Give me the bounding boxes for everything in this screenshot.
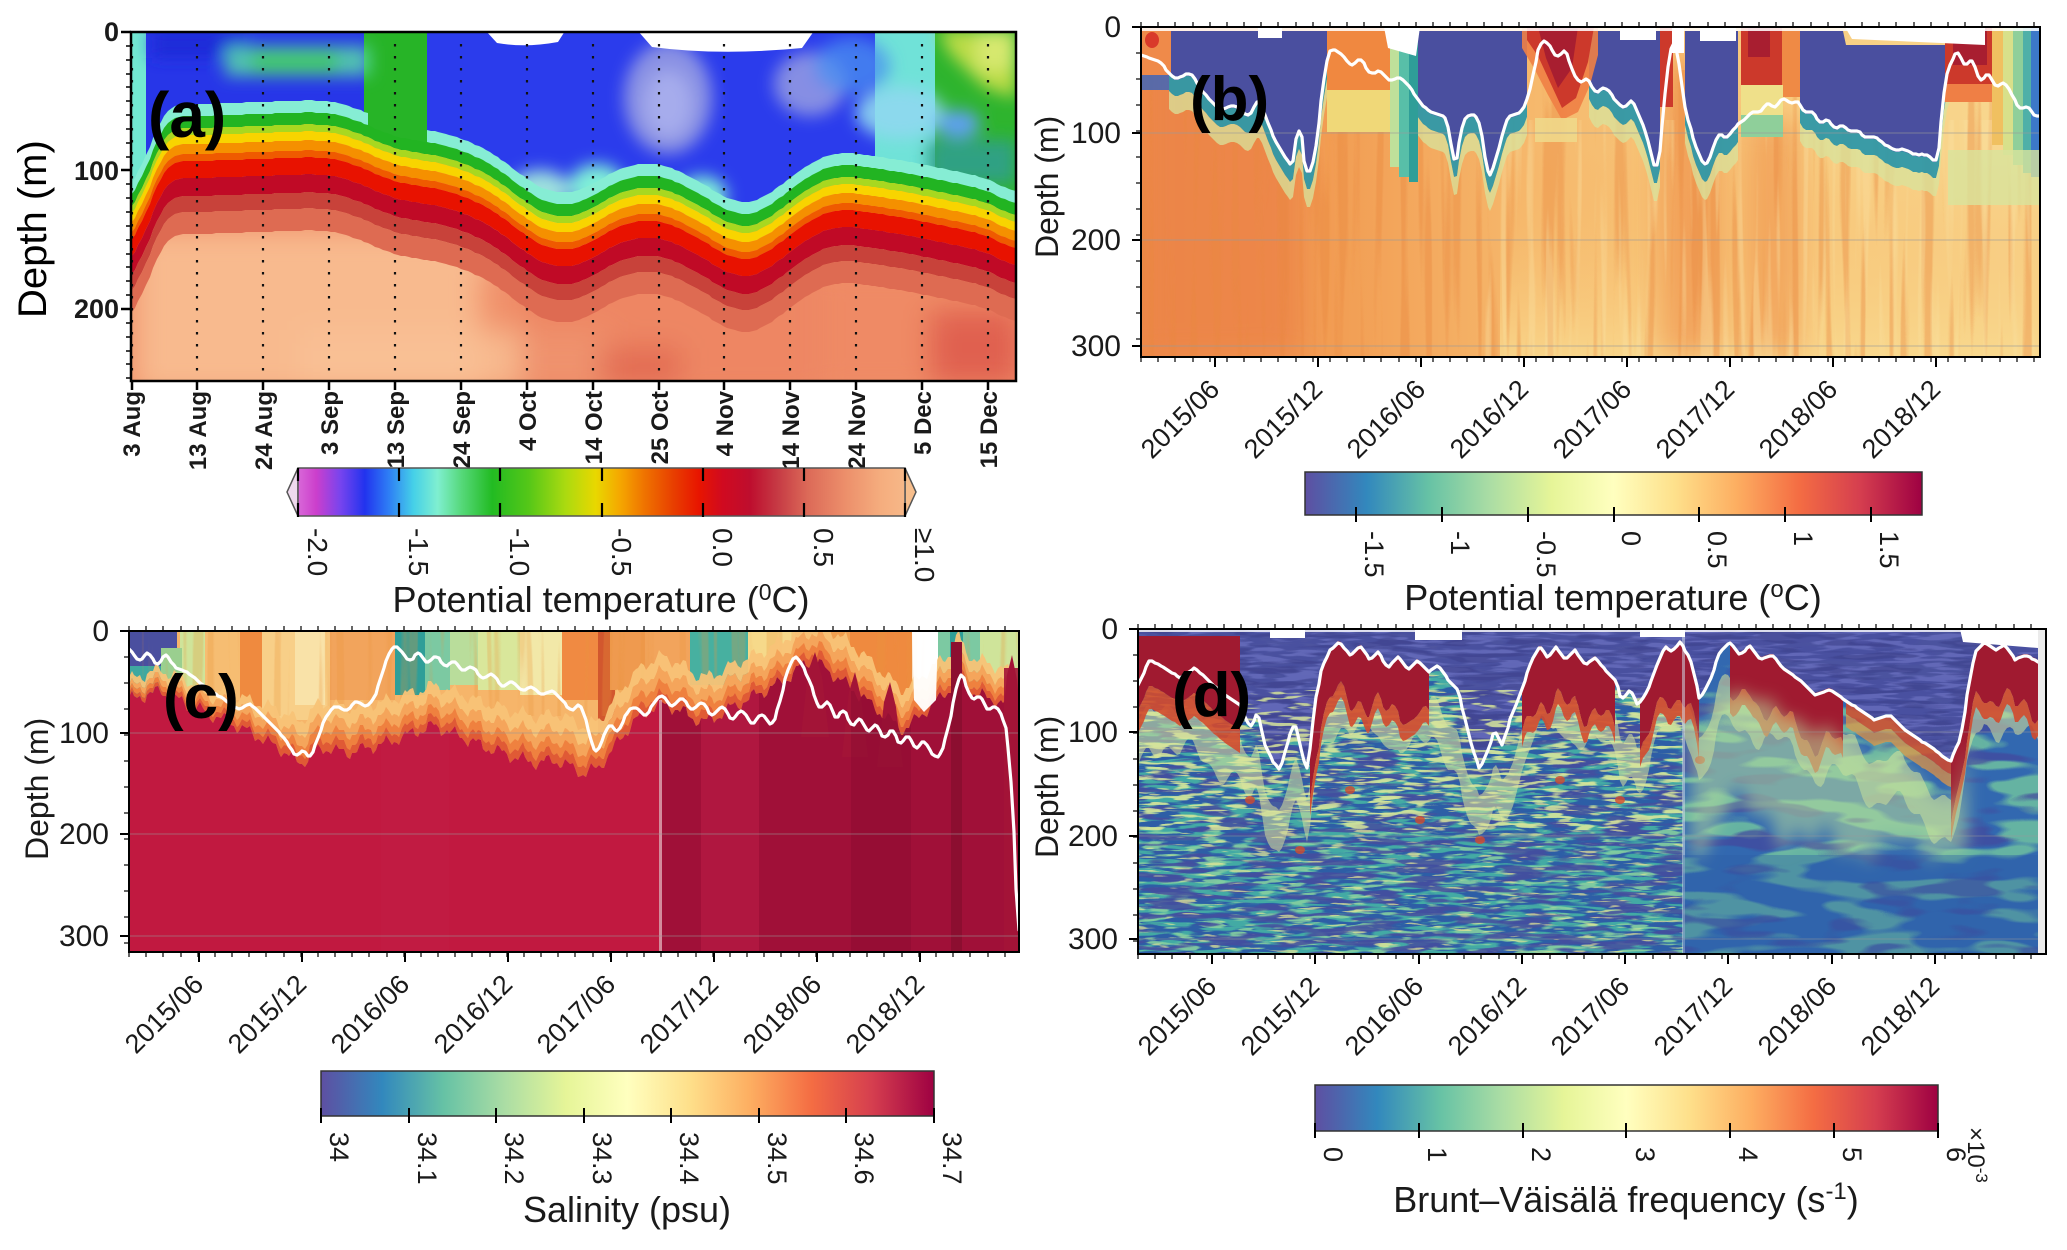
- svg-text:Potential temperature (oC): Potential temperature (oC): [1404, 576, 1822, 618]
- svg-text:3: 3: [1630, 1147, 1660, 1162]
- svg-text:Depth (m): Depth (m): [11, 140, 55, 318]
- svg-text:0: 0: [1318, 1147, 1348, 1162]
- svg-text:1: 1: [1422, 1147, 1452, 1162]
- svg-text:100: 100: [1068, 716, 1118, 749]
- svg-text:6: 6: [1941, 1147, 1971, 1162]
- svg-text:-1: -1: [1445, 531, 1475, 555]
- svg-text:2015/12: 2015/12: [1238, 374, 1328, 464]
- svg-text:-2.0: -2.0: [302, 528, 333, 576]
- svg-text:5: 5: [1837, 1147, 1867, 1162]
- svg-text:15 Dec: 15 Dec: [976, 391, 1003, 468]
- svg-text:13 Aug: 13 Aug: [185, 391, 212, 470]
- svg-text:2017/12: 2017/12: [1650, 374, 1740, 464]
- svg-text:Salinity (psu): Salinity (psu): [523, 1189, 731, 1230]
- svg-text:100: 100: [74, 156, 119, 186]
- svg-text:2015/12: 2015/12: [222, 969, 312, 1059]
- svg-text:0: 0: [1616, 531, 1646, 546]
- svg-text:13 Sep: 13 Sep: [383, 391, 410, 468]
- svg-text:0.5: 0.5: [808, 528, 839, 567]
- svg-text:1.5: 1.5: [1874, 531, 1904, 569]
- svg-text:34.4: 34.4: [674, 1132, 704, 1185]
- svg-text:3 Aug: 3 Aug: [119, 391, 146, 457]
- svg-text:2018/06: 2018/06: [737, 969, 827, 1059]
- svg-text:2016/12: 2016/12: [1442, 971, 1532, 1061]
- svg-text:0.5: 0.5: [1702, 531, 1732, 569]
- svg-text:0.0: 0.0: [707, 528, 738, 567]
- svg-text:Depth (m): Depth (m): [19, 718, 55, 860]
- svg-text:200: 200: [74, 294, 119, 324]
- svg-text:24 Aug: 24 Aug: [251, 391, 278, 470]
- svg-text:200: 200: [1071, 224, 1121, 257]
- svg-text:2016/06: 2016/06: [1341, 374, 1431, 464]
- svg-text:34.2: 34.2: [499, 1132, 529, 1185]
- svg-text:100: 100: [1071, 117, 1121, 150]
- svg-text:2017/06: 2017/06: [531, 969, 621, 1059]
- svg-text:24 Sep: 24 Sep: [449, 391, 476, 468]
- svg-text:0: 0: [104, 17, 119, 47]
- svg-text:-1.5: -1.5: [403, 528, 434, 576]
- svg-text:(b): (b): [1190, 65, 1269, 134]
- svg-text:0: 0: [1104, 11, 1121, 44]
- svg-text:2015/06: 2015/06: [1135, 374, 1225, 464]
- svg-text:2018/12: 2018/12: [1855, 971, 1945, 1061]
- svg-text:4 Oct: 4 Oct: [515, 391, 542, 451]
- svg-text:2018/06: 2018/06: [1753, 374, 1843, 464]
- svg-text:200: 200: [1068, 820, 1118, 853]
- svg-text:34.7: 34.7: [937, 1132, 967, 1185]
- svg-text:25 Oct: 25 Oct: [647, 391, 674, 464]
- svg-text:200: 200: [59, 818, 109, 851]
- svg-text:14 Oct: 14 Oct: [581, 391, 608, 464]
- svg-text:4: 4: [1733, 1147, 1763, 1162]
- svg-text:0: 0: [1101, 613, 1118, 646]
- svg-text:-1.0: -1.0: [504, 528, 535, 576]
- svg-text:2015/06: 2015/06: [1132, 971, 1222, 1061]
- svg-text:24 Nov: 24 Nov: [844, 390, 871, 469]
- svg-text:(d): (d): [1172, 661, 1251, 730]
- svg-text:-1.5: -1.5: [1359, 531, 1389, 578]
- svg-text:Depth (m): Depth (m): [1029, 716, 1065, 858]
- svg-text:2017/12: 2017/12: [1648, 971, 1738, 1061]
- svg-text:2015/06: 2015/06: [119, 969, 209, 1059]
- svg-text:(c): (c): [163, 663, 239, 732]
- svg-text:300: 300: [1071, 330, 1121, 363]
- svg-text:≥1.0: ≥1.0: [909, 528, 940, 582]
- svg-text:34.3: 34.3: [587, 1132, 617, 1185]
- svg-text:Potential temperature (0C): Potential temperature (0C): [393, 579, 810, 620]
- svg-text:(a): (a): [148, 79, 226, 151]
- svg-text:34.1: 34.1: [412, 1132, 442, 1185]
- svg-text:Brunt–Väisälä frequency (s-1): Brunt–Väisälä frequency (s-1): [1393, 1178, 1859, 1220]
- svg-text:2016/06: 2016/06: [325, 969, 415, 1059]
- svg-text:34.5: 34.5: [762, 1132, 792, 1185]
- svg-text:2018/12: 2018/12: [1856, 374, 1946, 464]
- svg-text:0: 0: [92, 615, 109, 648]
- svg-text:100: 100: [59, 717, 109, 750]
- svg-text:3 Sep: 3 Sep: [317, 391, 344, 455]
- svg-text:2015/12: 2015/12: [1235, 971, 1325, 1061]
- svg-text:2017/06: 2017/06: [1547, 374, 1637, 464]
- svg-text:14 Nov: 14 Nov: [778, 390, 805, 469]
- svg-text:300: 300: [1068, 923, 1118, 956]
- svg-text:×10-3: ×10-3: [1962, 1127, 1991, 1183]
- svg-text:34: 34: [324, 1132, 354, 1162]
- svg-text:34.6: 34.6: [849, 1132, 879, 1185]
- svg-text:2016/12: 2016/12: [428, 969, 518, 1059]
- svg-text:2016/12: 2016/12: [1444, 374, 1534, 464]
- svg-text:Depth (m): Depth (m): [1029, 116, 1065, 258]
- svg-text:-0.5: -0.5: [606, 528, 637, 576]
- svg-text:2018/12: 2018/12: [840, 969, 930, 1059]
- svg-text:-0.5: -0.5: [1531, 531, 1561, 578]
- svg-text:2: 2: [1526, 1147, 1556, 1162]
- svg-text:2018/06: 2018/06: [1752, 971, 1842, 1061]
- svg-text:2016/06: 2016/06: [1339, 971, 1429, 1061]
- svg-text:2017/12: 2017/12: [634, 969, 724, 1059]
- svg-text:300: 300: [59, 920, 109, 953]
- svg-text:4 Nov: 4 Nov: [712, 390, 739, 456]
- svg-text:5 Dec: 5 Dec: [910, 391, 937, 455]
- svg-text:2017/06: 2017/06: [1545, 971, 1635, 1061]
- svg-text:1: 1: [1788, 531, 1818, 546]
